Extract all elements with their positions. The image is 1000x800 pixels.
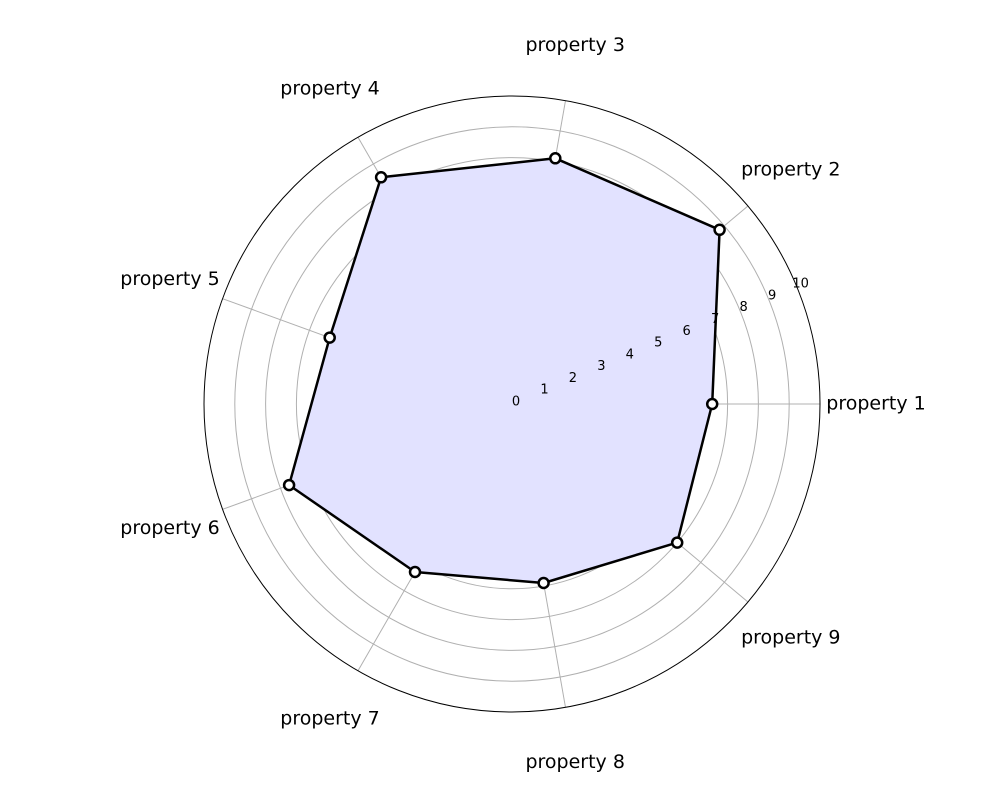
data-point bbox=[670, 536, 684, 549]
radial-tick-label: 9 bbox=[768, 288, 776, 303]
radial-tick-label: 2 bbox=[569, 371, 577, 386]
data-point bbox=[323, 331, 336, 344]
series-area bbox=[287, 157, 721, 585]
outer-ring bbox=[203, 95, 821, 713]
radial-tick-label: 0 bbox=[512, 395, 520, 410]
data-point bbox=[374, 171, 388, 184]
category-label: property 9 bbox=[741, 627, 840, 649]
data-point bbox=[537, 576, 550, 590]
data-point bbox=[549, 152, 562, 165]
data-point bbox=[282, 478, 296, 492]
radial-tick-label: 5 bbox=[654, 336, 662, 351]
category-label: property 7 bbox=[280, 708, 379, 730]
data-point bbox=[408, 565, 422, 579]
radial-tick-label: 7 bbox=[711, 312, 719, 327]
category-label: property 6 bbox=[120, 517, 219, 539]
radial-tick-label: 6 bbox=[683, 324, 691, 339]
category-label: property 2 bbox=[741, 159, 840, 181]
category-label: property 4 bbox=[280, 77, 379, 99]
radial-tick-label: 1 bbox=[540, 383, 548, 398]
radial-tick-label: 8 bbox=[739, 300, 747, 315]
category-label: property 8 bbox=[525, 751, 624, 773]
radial-tick-label: 10 bbox=[792, 277, 809, 292]
data-point bbox=[705, 397, 719, 411]
data-point bbox=[713, 223, 726, 237]
radial-tick-label: 4 bbox=[626, 347, 634, 362]
category-label: property 3 bbox=[525, 34, 624, 56]
radial-tick-label: 3 bbox=[597, 359, 605, 374]
category-label: property 5 bbox=[120, 268, 219, 290]
category-label: property 1 bbox=[826, 393, 925, 415]
